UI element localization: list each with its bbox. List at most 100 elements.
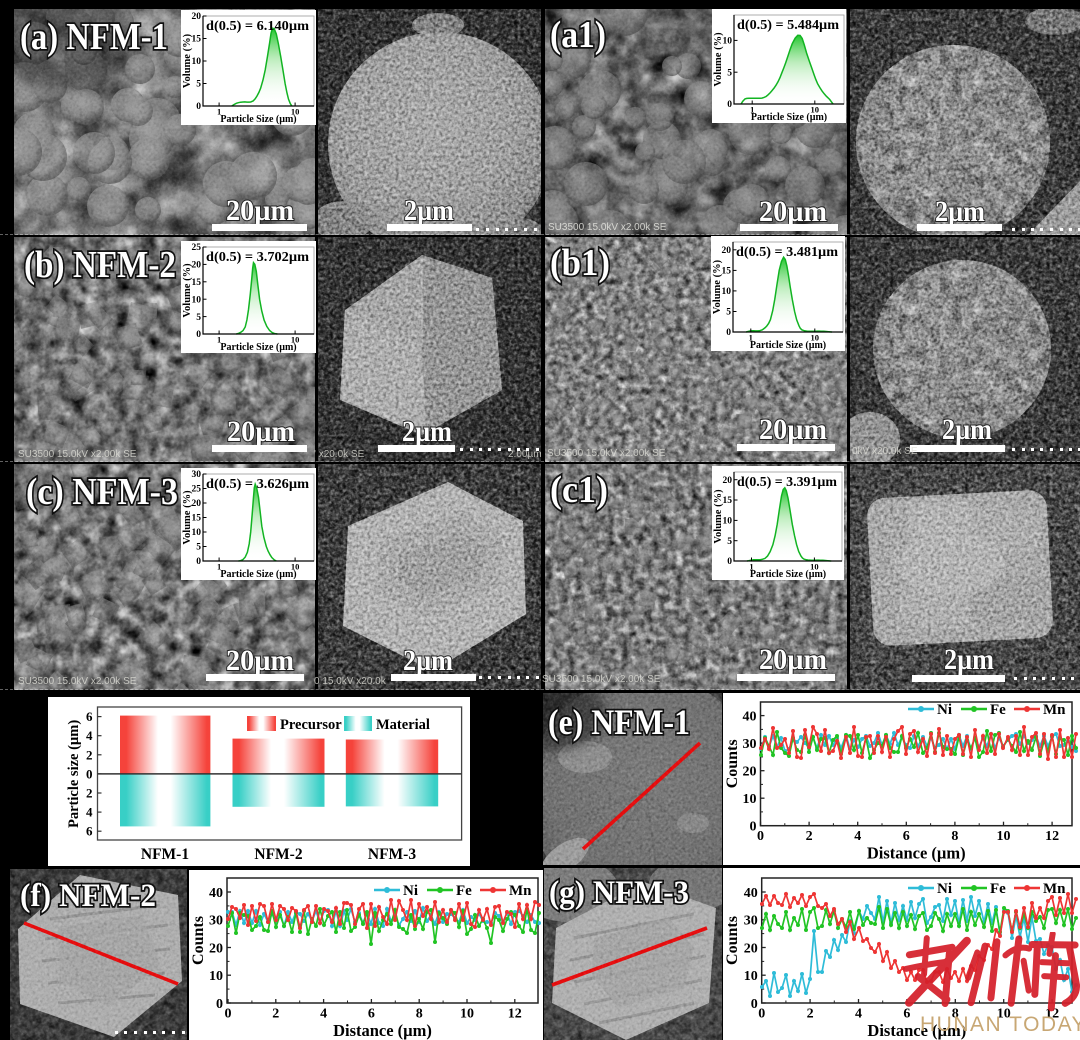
svg-text:5: 5 [196,80,201,90]
svg-text:10: 10 [744,969,758,984]
svg-text:Counts: Counts [724,916,741,965]
svg-text:d(0.5) = 3.391µm: d(0.5) = 3.391µm [737,475,837,490]
svg-text:20µm: 20µm [226,644,294,677]
svg-text:15: 15 [192,278,202,288]
svg-text:20µm: 20µm [226,194,294,227]
svg-text:Ni: Ni [403,883,418,899]
svg-text:2: 2 [86,786,93,801]
svg-text:1: 1 [217,107,221,117]
svg-text:6: 6 [86,824,93,839]
svg-text:Fe: Fe [990,702,1006,718]
svg-text:10: 10 [192,295,202,305]
svg-text:(c1): (c1) [550,469,608,511]
svg-text:20: 20 [744,941,758,956]
svg-text:5: 5 [196,543,201,553]
svg-text:Volume (%): Volume (%) [182,33,193,88]
svg-text:2µm: 2µm [935,195,985,228]
svg-text:20: 20 [192,12,202,22]
svg-text:NFM-2: NFM-2 [254,846,302,863]
svg-text:0: 0 [86,766,93,781]
svg-text:10: 10 [192,57,202,67]
svg-text:Fe: Fe [456,883,472,899]
svg-text:15: 15 [192,514,202,524]
svg-text:0: 0 [196,102,201,112]
svg-text:Particle Size (µm): Particle Size (µm) [220,114,296,125]
svg-text:Particle Size (µm): Particle Size (µm) [750,569,826,580]
svg-text:0: 0 [750,820,757,835]
svg-text:(b) NFM-2: (b) NFM-2 [24,244,176,286]
svg-text:5: 5 [727,537,732,547]
svg-text:(e) NFM-1: (e) NFM-1 [548,702,690,742]
svg-text:Mn: Mn [1043,881,1066,897]
svg-text:10: 10 [723,37,733,47]
svg-text:20µm: 20µm [759,195,827,228]
svg-text:15: 15 [723,496,733,506]
svg-text:0: 0 [727,100,732,110]
svg-text:d(0.5) = 6.140µm: d(0.5) = 6.140µm [206,19,309,34]
svg-text:10: 10 [811,105,820,115]
svg-text:4: 4 [855,1007,862,1022]
svg-text:5: 5 [726,308,731,318]
svg-text:1: 1 [217,335,221,345]
svg-text:Distance (µm): Distance (µm) [867,844,966,863]
svg-text:15: 15 [722,267,732,277]
svg-text:NFM-3: NFM-3 [368,846,416,863]
svg-text:Volume (%): Volume (%) [712,259,723,314]
svg-text:6: 6 [903,829,910,844]
svg-text:10: 10 [997,829,1011,844]
svg-text:30: 30 [192,470,202,480]
svg-text:Distance (µm): Distance (µm) [333,1021,432,1040]
svg-text:Counts: Counts [190,916,207,965]
svg-text:NFM-1: NFM-1 [141,846,189,863]
svg-text:20µm: 20µm [759,413,827,446]
svg-text:2µm: 2µm [944,643,994,676]
svg-text:(f) NFM-2: (f) NFM-2 [20,878,156,914]
svg-text:Particle size (µm): Particle size (µm) [66,720,82,828]
svg-text:10: 10 [291,562,300,572]
svg-text:20: 20 [192,261,202,271]
svg-text:0: 0 [757,829,764,844]
svg-text:20µm: 20µm [759,643,827,676]
svg-text:Distance (µm): Distance (µm) [867,1021,966,1040]
svg-text:4: 4 [86,805,93,820]
svg-text:25: 25 [192,485,202,495]
svg-text:12: 12 [1045,829,1059,844]
svg-text:Particle Size (µm): Particle Size (µm) [750,340,826,351]
svg-text:Mn: Mn [509,883,532,899]
svg-text:10: 10 [810,562,819,572]
svg-text:6: 6 [368,1007,375,1022]
svg-text:1: 1 [749,562,753,572]
svg-text:2µm: 2µm [404,194,454,227]
svg-text:6: 6 [86,709,93,724]
svg-text:20: 20 [209,941,223,956]
svg-text:10: 10 [722,287,732,297]
svg-text:40: 40 [209,886,223,901]
svg-text:2: 2 [272,1007,279,1022]
svg-text:8: 8 [951,829,958,844]
svg-text:Material: Material [376,717,430,733]
svg-text:0: 0 [196,330,201,340]
svg-text:(a1): (a1) [550,14,606,56]
svg-text:25: 25 [192,243,202,253]
svg-text:4: 4 [86,728,93,743]
svg-text:12: 12 [1045,1007,1059,1022]
svg-text:10: 10 [997,1007,1011,1022]
svg-text:Volume (%): Volume (%) [713,32,724,87]
svg-text:10: 10 [811,333,820,343]
svg-text:20: 20 [743,765,757,780]
svg-text:1: 1 [749,333,753,343]
svg-text:0: 0 [216,997,223,1012]
svg-text:6: 6 [903,1007,910,1022]
svg-text:10: 10 [209,969,223,984]
svg-text:8: 8 [416,1007,423,1022]
svg-text:40: 40 [743,709,757,724]
svg-text:(g) NFM-3: (g) NFM-3 [549,875,689,911]
svg-text:10: 10 [743,792,757,807]
svg-text:(c) NFM-3: (c) NFM-3 [26,471,178,513]
svg-text:d(0.5) = 3.481µm: d(0.5) = 3.481µm [736,245,838,260]
svg-text:20: 20 [723,476,733,486]
svg-text:30: 30 [744,914,758,929]
svg-text:8: 8 [952,1007,959,1022]
svg-text:30: 30 [209,914,223,929]
svg-text:Mn: Mn [1043,702,1066,718]
